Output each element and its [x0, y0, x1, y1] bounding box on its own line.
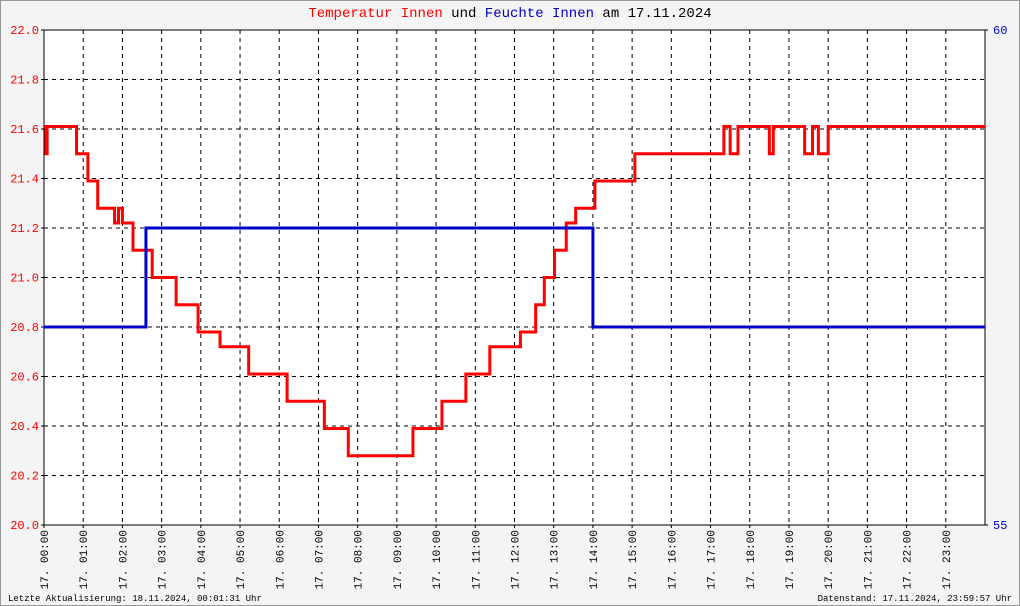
x-tick-label: 17. 05:00	[236, 530, 248, 589]
y-tick-label: 20.8	[10, 321, 39, 335]
y-tick-label: 20.6	[10, 371, 39, 385]
x-tick-label: 17. 01:00	[79, 530, 91, 589]
x-tick-label: 17. 13:00	[550, 530, 562, 589]
chart-title: Temperatur Innen und Feuchte Innen am 17…	[308, 6, 711, 22]
y-tick-label: 22.0	[10, 24, 39, 38]
y-tick-label: 20.0	[10, 519, 39, 533]
y2-tick-label: 60	[993, 24, 1007, 38]
x-tick-label: 17. 09:00	[393, 530, 405, 589]
x-tick-label: 17. 10:00	[432, 530, 444, 589]
x-tick-label: 17. 03:00	[158, 530, 170, 589]
y-tick-label: 21.4	[10, 173, 39, 187]
x-tick-label: 17. 21:00	[863, 530, 875, 589]
y-tick-label: 20.2	[10, 470, 39, 484]
x-tick-label: 17. 20:00	[824, 530, 836, 589]
x-tick-label: 17. 04:00	[197, 530, 209, 589]
x-tick-label: 17. 16:00	[667, 530, 679, 589]
series-line	[44, 125, 985, 458]
y-tick-label: 21.8	[10, 74, 39, 88]
y2-tick-label: 55	[993, 519, 1007, 533]
x-tick-label: 17. 11:00	[471, 530, 483, 589]
y-tick-label: 21.2	[10, 222, 39, 236]
x-tick-label: 17. 07:00	[314, 530, 326, 589]
x-tick-label: 17. 22:00	[903, 530, 915, 589]
y-tick-label: 21.0	[10, 272, 39, 286]
x-tick-label: 17. 02:00	[118, 530, 130, 589]
title-connector: und	[451, 6, 476, 22]
x-tick-label: 17. 14:00	[589, 530, 601, 589]
series-line	[44, 226, 985, 329]
footer-right: Datenstand: 17.11.2024, 23:59:57 Uhr	[818, 594, 1012, 604]
title-series-2: Feuchte Innen	[485, 6, 594, 22]
x-tick-label: 17. 17:00	[707, 530, 719, 589]
x-tick-label: 17. 12:00	[511, 530, 523, 589]
y-tick-label: 20.4	[10, 420, 39, 434]
x-tick-label: 17. 06:00	[275, 530, 287, 589]
title-series-1: Temperatur Innen	[308, 6, 442, 22]
title-suffix: am 17.11.2024	[602, 6, 711, 22]
x-tick-label: 17. 23:00	[942, 530, 954, 589]
x-tick-label: 17. 08:00	[354, 530, 366, 589]
x-tick-label: 17. 18:00	[746, 530, 758, 589]
y-tick-label: 21.6	[10, 123, 39, 137]
x-tick-label: 17. 00:00	[40, 530, 52, 589]
x-tick-label: 17. 15:00	[628, 530, 640, 589]
footer-left: Letzte Aktualisierung: 18.11.2024, 00:01…	[8, 594, 262, 604]
x-tick-label: 17. 19:00	[785, 530, 797, 589]
